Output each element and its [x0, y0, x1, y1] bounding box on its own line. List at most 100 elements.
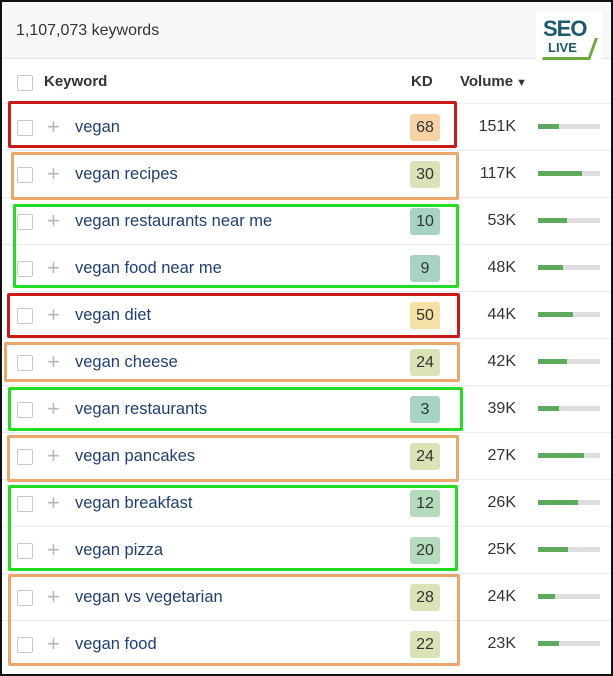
keyword-link[interactable]: vegan breakfast [75, 494, 193, 512]
keyword-link[interactable]: vegan food [75, 635, 157, 653]
row-checkbox[interactable] [17, 402, 33, 418]
volume-trend-bar [538, 641, 600, 646]
kd-badge: 68 [410, 114, 440, 141]
kd-badge: 30 [410, 161, 440, 188]
keyword-link[interactable]: vegan vs vegetarian [75, 588, 223, 606]
keyword-link[interactable]: vegan diet [75, 306, 152, 324]
kd-badge: 9 [410, 255, 440, 282]
add-keyword-plus-icon[interactable]: + [47, 161, 60, 186]
table-row: + vegan cheese 24 42K [2, 338, 611, 385]
volume-value: 23K [487, 635, 516, 652]
row-checkbox[interactable] [17, 543, 33, 559]
add-keyword-plus-icon[interactable]: + [47, 208, 60, 233]
keyword-link[interactable]: vegan [75, 118, 120, 136]
add-keyword-plus-icon[interactable]: + [47, 490, 60, 515]
volume-value: 53K [487, 212, 516, 229]
volume-trend-fill [538, 124, 560, 129]
table-row: + vegan breakfast 12 26K [2, 479, 611, 526]
column-header-kd[interactable]: KD [411, 73, 433, 90]
column-header-volume[interactable]: Volume ▼ [460, 73, 527, 90]
volume-trend-bar [538, 218, 600, 223]
volume-value: 48K [487, 259, 516, 276]
row-checkbox[interactable] [17, 355, 33, 371]
keyword-link[interactable]: vegan restaurants [75, 400, 208, 418]
volume-label: Volume [460, 73, 514, 90]
volume-trend-fill [538, 453, 584, 458]
row-checkbox[interactable] [17, 496, 33, 512]
add-keyword-plus-icon[interactable]: + [47, 537, 60, 562]
volume-trend-fill [538, 312, 574, 317]
row-checkbox[interactable] [17, 167, 33, 183]
table-row: + vegan diet 50 44K [2, 291, 611, 338]
kd-badge: 20 [410, 537, 440, 564]
add-keyword-plus-icon[interactable]: + [47, 396, 60, 421]
table-row: + vegan recipes 30 117K [2, 150, 611, 197]
volume-value: 44K [487, 306, 516, 323]
kd-badge: 3 [410, 396, 440, 423]
volume-trend-bar [538, 265, 600, 270]
kd-badge: 24 [410, 443, 440, 470]
add-keyword-plus-icon[interactable]: + [47, 631, 60, 656]
row-checkbox[interactable] [17, 214, 33, 230]
seo-alive-logo: SEO LIVE [536, 12, 602, 64]
keyword-link[interactable]: vegan restaurants near me [75, 212, 273, 230]
table-row: + vegan 68 151K [2, 103, 611, 150]
row-checkbox[interactable] [17, 308, 33, 324]
volume-trend-bar [538, 547, 600, 552]
volume-trend-bar [538, 594, 600, 599]
volume-value: 151K [478, 118, 516, 135]
volume-trend-bar [538, 453, 600, 458]
row-checkbox[interactable] [17, 120, 33, 136]
keyword-link[interactable]: vegan food near me [75, 259, 222, 277]
add-keyword-plus-icon[interactable]: + [47, 255, 60, 280]
add-keyword-plus-icon[interactable]: + [47, 349, 60, 374]
add-keyword-plus-icon[interactable]: + [47, 302, 60, 327]
table-row: + vegan pizza 20 25K [2, 526, 611, 573]
table-row: + vegan food near me 9 48K [2, 244, 611, 291]
add-keyword-plus-icon[interactable]: + [47, 443, 60, 468]
volume-trend-bar [538, 124, 600, 129]
select-all-checkbox[interactable] [17, 75, 33, 91]
volume-value: 27K [487, 447, 516, 464]
results-bar: 1,107,073 keywords SEO LIVE [2, 2, 611, 64]
volume-value: 39K [487, 400, 516, 417]
row-checkbox[interactable] [17, 261, 33, 277]
volume-trend-fill [538, 218, 568, 223]
volume-trend-fill [538, 359, 568, 364]
logo-text-seo: SEO [543, 16, 587, 41]
add-keyword-plus-icon[interactable]: + [47, 584, 60, 609]
table-header: Keyword KD Volume ▼ [2, 59, 611, 103]
volume-trend-fill [538, 500, 579, 505]
volume-trend-bar [538, 500, 600, 505]
keyword-link[interactable]: vegan pancakes [75, 447, 196, 465]
volume-trend-fill [538, 406, 560, 411]
add-keyword-plus-icon[interactable]: + [47, 114, 60, 139]
volume-trend-fill [538, 171, 583, 176]
volume-value: 117K [479, 165, 516, 182]
volume-trend-fill [538, 547, 568, 552]
row-checkbox[interactable] [17, 637, 33, 653]
keyword-count: 1,107,073 keywords [16, 22, 160, 39]
row-checkbox[interactable] [17, 590, 33, 606]
column-header-keyword[interactable]: Keyword [44, 73, 108, 90]
volume-value: 42K [487, 353, 516, 370]
volume-trend-bar [538, 312, 600, 317]
volume-trend-fill [538, 594, 555, 599]
kd-badge: 28 [410, 584, 440, 611]
volume-trend-bar [538, 359, 600, 364]
volume-trend-fill [538, 641, 560, 646]
keyword-link[interactable]: vegan recipes [75, 165, 178, 183]
volume-value: 24K [487, 588, 516, 605]
logo-text-live: LIVE [548, 40, 577, 55]
kd-badge: 12 [410, 490, 440, 517]
volume-value: 25K [487, 541, 516, 558]
volume-trend-fill [538, 265, 563, 270]
sort-desc-icon: ▼ [516, 77, 527, 89]
row-checkbox[interactable] [17, 449, 33, 465]
kd-badge: 10 [410, 208, 440, 235]
keyword-link[interactable]: vegan pizza [75, 541, 164, 559]
kd-badge: 22 [410, 631, 440, 658]
keyword-link[interactable]: vegan cheese [75, 353, 178, 371]
table-row: + vegan vs vegetarian 28 24K [2, 573, 611, 620]
